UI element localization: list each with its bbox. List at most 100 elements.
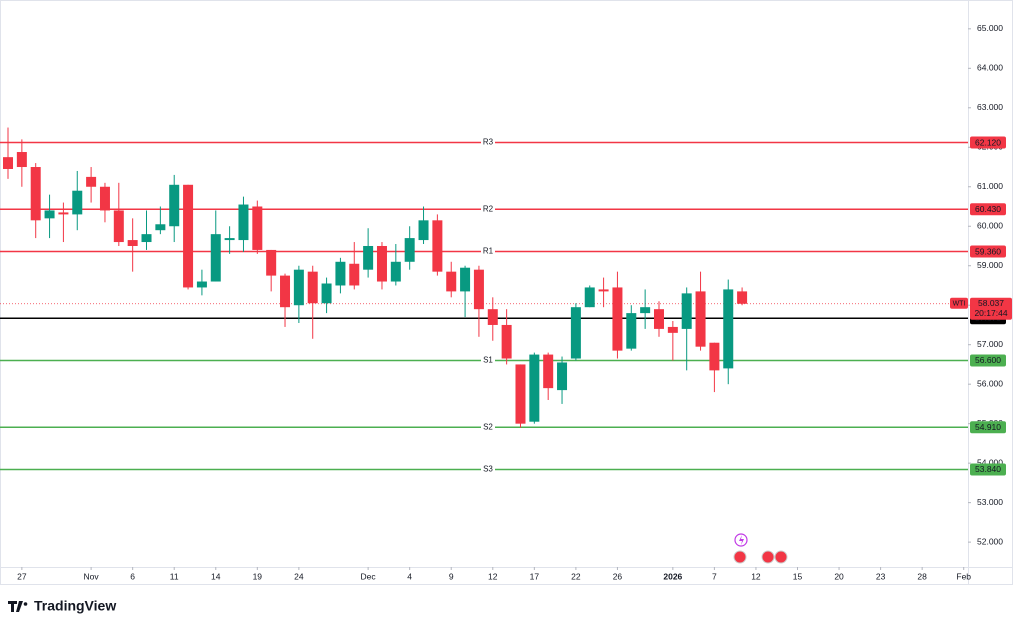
candle-body [653,309,664,329]
last-price-label: 58.037 [978,298,1004,308]
y-tick-label: 53.000 [977,497,1003,507]
x-tick-label: 20 [834,571,844,581]
candle-body [3,157,14,169]
candle-body [515,364,526,424]
candle-body [293,269,304,306]
candle-body [709,342,720,371]
candle-body [335,261,346,286]
candle-body [376,245,387,282]
candle-body [487,309,498,325]
candle-body [584,287,595,308]
x-tick-label: 7 [712,571,717,581]
level-price-label: 59.360 [975,246,1001,256]
x-tick-label: 14 [211,571,221,581]
candle-body [501,324,512,359]
candle-body [210,234,221,282]
y-tick-label: 52.000 [977,536,1003,546]
candle-body [404,238,415,262]
candle-body [363,245,374,270]
candle-body [349,263,360,286]
brand-logo: TradingView [8,598,116,614]
candle-body [612,287,623,351]
level-price-label: 56.600 [975,355,1001,365]
last-price-box [970,297,1012,320]
level-name: S1 [483,356,493,365]
x-tick-label: 15 [793,571,803,581]
x-tick-label: 12 [751,571,761,581]
level-name-bg [481,246,495,257]
candle-body [432,220,443,272]
x-tick-label: 17 [530,571,540,581]
candle-body [446,271,457,292]
level-name-bg [481,137,495,148]
level-name-bg [481,464,495,475]
x-tick-label: 11 [170,571,179,581]
candle-body [141,234,152,243]
y-tick-label: 60.000 [977,220,1003,230]
candle-body [598,289,609,292]
candle-body [529,354,540,422]
candle-body [183,184,194,288]
candle-body [626,313,637,349]
level-price-label: 53.840 [975,464,1001,474]
level-price-label: 60.430 [975,204,1001,214]
x-tick-label: Feb [956,571,971,581]
event-icons [733,533,788,564]
x-tick-label: 27 [17,571,27,581]
x-tick-label: 24 [294,571,304,581]
level-price-label: 62.120 [975,137,1001,147]
candle-body [44,210,55,219]
candle-body [723,289,734,369]
brand-name: TradingView [34,598,116,614]
x-tick-label: 9 [449,571,454,581]
candle-body [72,190,83,215]
x-tick-label: 4 [407,571,412,581]
level-price-box [970,354,1006,367]
x-tick-label: 26 [613,571,623,581]
symbol-label: WTI [953,301,966,308]
level-price-label: 54.910 [975,422,1001,432]
candle-body [266,249,277,276]
x-tick-label: 12 [488,571,498,581]
level-name: R1 [483,247,494,256]
level-price-box [970,245,1006,258]
candle-body [58,212,69,215]
y-tick-label: 64.000 [977,63,1003,73]
x-tick-label: 22 [571,571,581,581]
candle-body [127,240,138,246]
candle-body [280,275,291,308]
y-tick-label: 59.000 [977,260,1003,270]
candle-body [169,184,180,227]
candle-body [224,238,235,241]
candle-body [321,283,332,304]
level-name: R3 [483,138,494,147]
level-name: S3 [483,465,493,474]
x-tick-label: 23 [876,571,886,581]
y-tick-label: 61.000 [977,181,1003,191]
candle-body [460,267,471,292]
candle-body [113,210,124,243]
countdown-label: 20:17:44 [974,308,1007,318]
candle-body [238,204,249,241]
candle-body [667,326,678,333]
level-name-bg [481,355,495,366]
level-name: R2 [483,204,494,213]
candle-body [390,261,401,282]
level-price-box [970,421,1006,434]
level-price-box [970,203,1006,216]
level-name: S2 [483,422,493,431]
x-tick-label: 19 [253,571,263,581]
candle-body [86,176,97,187]
candle-body [418,220,429,241]
candle-body [543,354,554,389]
candle-body [695,291,706,347]
y-tick-label: 63.000 [977,102,1003,112]
candle-body [681,293,692,329]
level-name-bg [481,422,495,433]
y-tick-label: 56.000 [977,378,1003,388]
x-tick-label: 6 [130,571,135,581]
candle-body [557,362,568,391]
candle-body [570,307,581,359]
level-price-box [970,136,1006,149]
candle-body [99,186,110,211]
